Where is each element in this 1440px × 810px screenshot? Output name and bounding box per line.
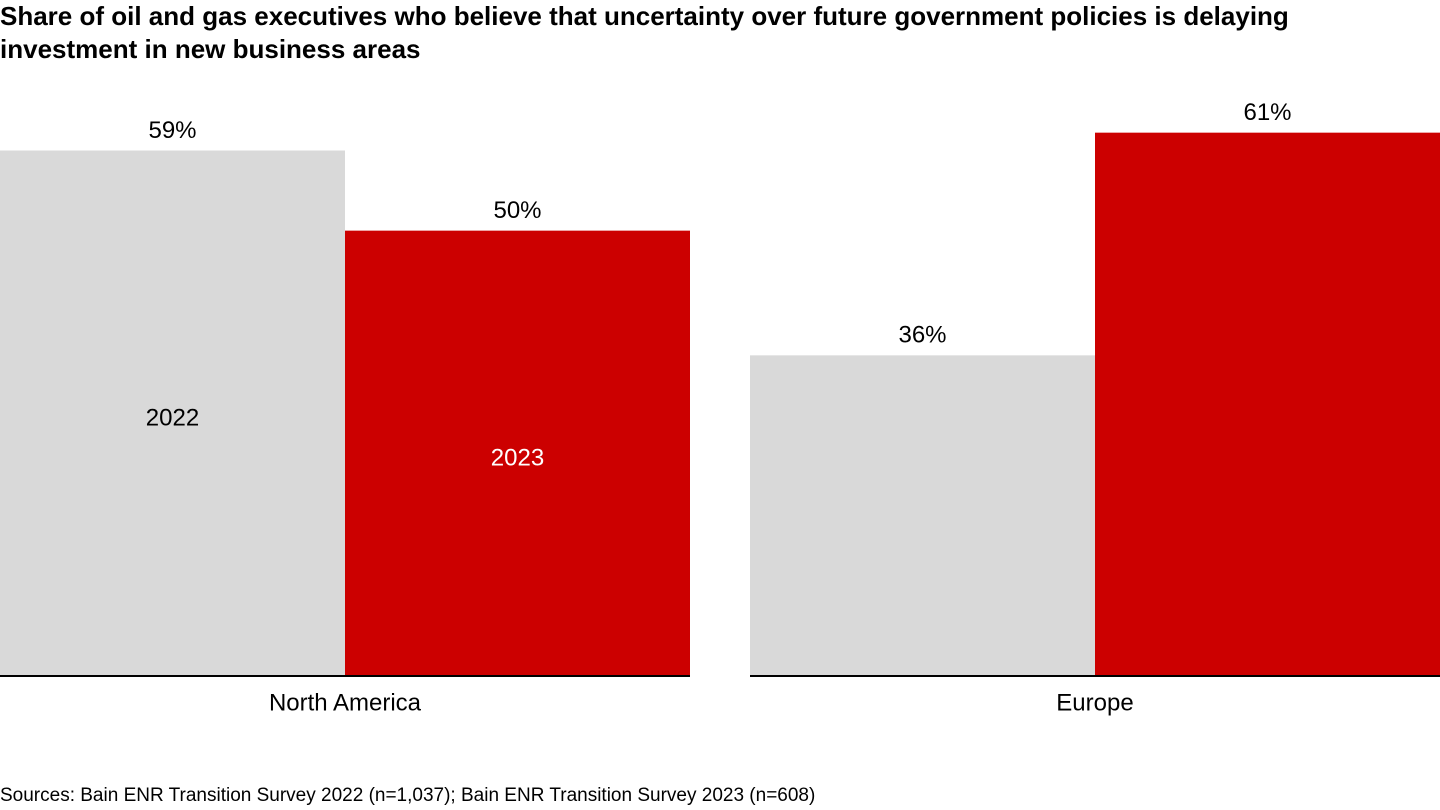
source-note: Sources: Bain ENR Transition Survey 2022…: [0, 785, 816, 806]
value-label: 61%: [1243, 99, 1291, 126]
bar: [1095, 132, 1440, 676]
value-label: 36%: [898, 322, 946, 349]
legend-label: 2022: [146, 405, 199, 432]
x-tick-label: Europe: [1056, 689, 1133, 716]
value-label: 50%: [493, 197, 541, 224]
value-label: 59%: [148, 117, 196, 144]
bar: [345, 230, 690, 676]
bar: [0, 150, 345, 676]
x-tick-label: North America: [269, 689, 422, 716]
bar: [750, 355, 1095, 676]
legend-label: 2023: [491, 445, 544, 472]
chart-title: Share of oil and gas executives who beli…: [0, 1, 1289, 64]
